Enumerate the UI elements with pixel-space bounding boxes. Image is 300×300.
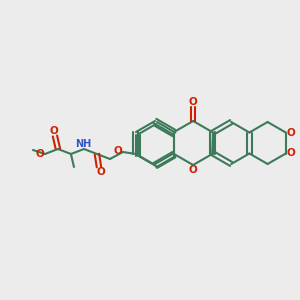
Text: O: O	[286, 148, 295, 158]
Text: O: O	[114, 146, 122, 156]
Text: O: O	[189, 165, 197, 175]
Text: O: O	[50, 126, 58, 136]
Text: O: O	[286, 128, 295, 137]
Text: O: O	[189, 97, 197, 107]
Text: NH: NH	[75, 139, 91, 149]
Text: O: O	[97, 167, 105, 177]
Text: O: O	[36, 149, 44, 159]
